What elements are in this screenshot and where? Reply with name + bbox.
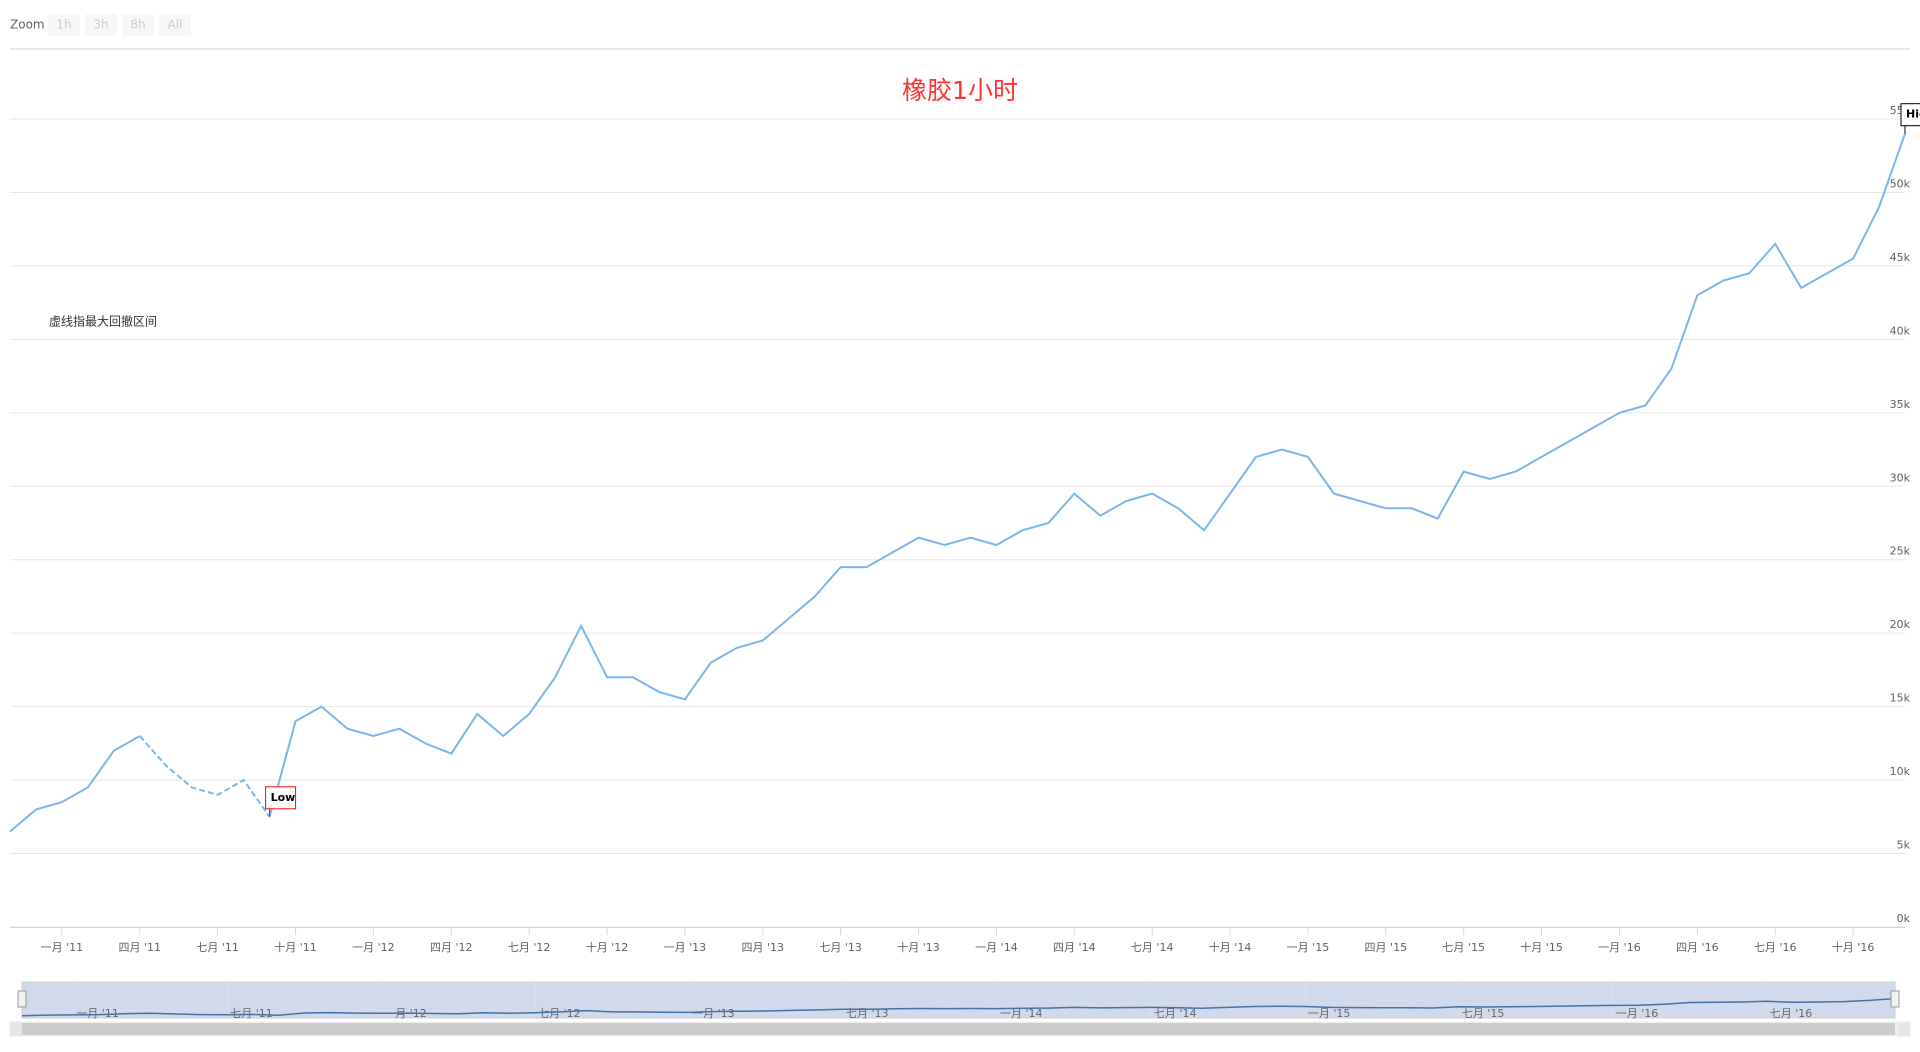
- scrollbar-thumb[interactable]: [22, 1023, 1895, 1035]
- x-tick-label: 四月 '13: [742, 941, 785, 954]
- x-tick-label: 一月 '13: [664, 941, 707, 954]
- navigator-tick-label: 一月 '15: [1308, 1007, 1351, 1020]
- chart-title: 橡胶1小时: [902, 76, 1018, 105]
- flag-label: Low: [271, 791, 296, 804]
- zoom-button-label[interactable]: 8h: [130, 18, 145, 32]
- zoom-button[interactable]: [122, 14, 154, 36]
- navigator-tick-label: 七月 '12: [538, 1007, 581, 1020]
- navigator-tick-label: 七月 '16: [1770, 1007, 1813, 1020]
- x-tick-label: 十月 '12: [586, 940, 629, 954]
- price-line: [139, 735, 271, 818]
- y-tick-label: 10k: [1890, 765, 1911, 778]
- navigator-tick-label: 七月 '13: [846, 1007, 889, 1020]
- x-tick-label: 七月 '14: [1131, 941, 1174, 954]
- navigator-tick-label: 一月 '14: [1000, 1007, 1043, 1020]
- navigator-line: [21, 997, 1896, 1017]
- zoom-button[interactable]: [85, 14, 117, 36]
- zoom-button[interactable]: [48, 14, 80, 36]
- zoom-button-label[interactable]: All: [168, 18, 183, 32]
- x-tick-label: 十月 '15: [1520, 940, 1563, 954]
- y-tick-label: 35k: [1890, 398, 1911, 411]
- x-tick-label: 四月 '14: [1053, 941, 1096, 954]
- zoom-button[interactable]: [159, 14, 191, 36]
- x-tick-label: 一月 '16: [1598, 941, 1641, 954]
- scrollbar-left[interactable]: [10, 1022, 22, 1036]
- x-tick-label: 一月 '12: [352, 941, 395, 954]
- navigator-handle[interactable]: [1890, 990, 1900, 1008]
- annotation: 虚线指最大回撤区间: [49, 314, 157, 329]
- price-line: [268, 133, 1906, 818]
- x-tick-label: 一月 '14: [975, 941, 1018, 954]
- scrollbar-right[interactable]: [1898, 1022, 1910, 1036]
- y-tick-label: 20k: [1890, 618, 1911, 631]
- flag-box: [265, 786, 297, 810]
- navigator-tick-label: 一月 '11: [76, 1007, 119, 1020]
- x-tick-label: 四月 '11: [119, 941, 162, 954]
- x-tick-label: 七月 '16: [1754, 941, 1797, 954]
- zoom-label: Zoom: [10, 18, 45, 32]
- x-tick-label: 四月 '15: [1365, 941, 1408, 954]
- x-tick-label: 四月 '16: [1676, 941, 1719, 954]
- y-tick-label: 40k: [1890, 324, 1911, 337]
- zoom-button-label[interactable]: 1h: [56, 18, 71, 32]
- y-tick-label: 5k: [1897, 839, 1911, 852]
- y-tick-label: 25k: [1890, 545, 1911, 558]
- x-tick-label: 一月 '15: [1287, 941, 1330, 954]
- y-tick-label: 45k: [1890, 251, 1911, 264]
- x-tick-label: 十月 '16: [1832, 940, 1875, 954]
- navigator-tick-label: 七月 '15: [1462, 1007, 1505, 1020]
- navigator-tick-label: 一月 '13: [692, 1007, 735, 1020]
- navigator-handle[interactable]: [17, 990, 27, 1008]
- price-line: [9, 735, 141, 833]
- flag-box: [1900, 103, 1920, 127]
- x-tick-label: 一月 '11: [41, 941, 84, 954]
- y-tick-label: 50k: [1890, 177, 1911, 190]
- x-tick-label: 七月 '12: [508, 941, 551, 954]
- x-tick-label: 七月 '11: [196, 941, 239, 954]
- x-tick-label: 四月 '12: [430, 941, 473, 954]
- x-tick-label: 十月 '11: [274, 940, 317, 954]
- y-tick-label: 30k: [1890, 471, 1911, 484]
- navigator-tick-label: 七月 '11: [230, 1007, 273, 1020]
- y-tick-label: 15k: [1890, 692, 1911, 705]
- flag-label: High: [1906, 108, 1920, 121]
- zoom-button-label[interactable]: 3h: [93, 18, 108, 32]
- x-tick-label: 七月 '15: [1442, 941, 1485, 954]
- y-tick-label: 0k: [1897, 912, 1911, 925]
- x-tick-label: 十月 '13: [897, 940, 940, 954]
- navigator-tick-label: 一月 '16: [1616, 1007, 1659, 1020]
- x-tick-label: 十月 '14: [1209, 940, 1252, 954]
- x-tick-label: 七月 '13: [819, 941, 862, 954]
- navigator-tick-label: 七月 '14: [1154, 1007, 1197, 1020]
